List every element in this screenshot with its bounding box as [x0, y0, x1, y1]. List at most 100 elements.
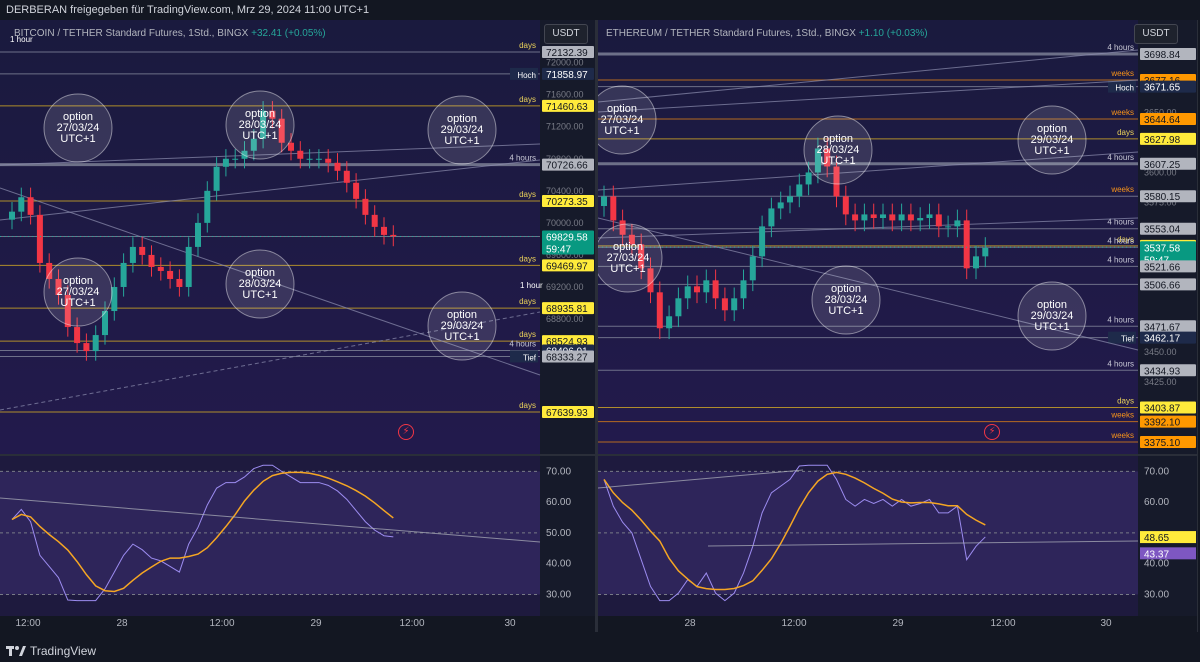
option-circle-text: option: [447, 309, 477, 321]
option-circle: [1017, 281, 1087, 351]
price-label-bg: [1140, 132, 1196, 145]
price-label: 3471.67: [1144, 322, 1181, 333]
option-circle-text: 27/03/24: [607, 252, 650, 264]
option-circle-text: option: [607, 103, 637, 115]
footer-bar: TradingView: [0, 640, 1200, 662]
price-label-bg: [542, 194, 594, 207]
price-label: 3462.17: [1144, 334, 1181, 345]
price-label: 3375.10: [1144, 438, 1181, 449]
btc-legend-change: +32.41 (+0.05%): [251, 28, 326, 39]
price-label: 68935.81: [546, 304, 588, 315]
candle-body: [824, 148, 831, 167]
option-circle: [598, 223, 663, 293]
candle-body: [381, 226, 387, 235]
price-label-bg: [1140, 260, 1196, 273]
time-tick: 28: [116, 618, 128, 629]
candle-body: [222, 158, 229, 167]
candle-body: [963, 220, 970, 269]
option-circle-text: 28/03/24: [825, 294, 868, 306]
candle-body: [288, 142, 294, 151]
price-label: 3627.98: [1144, 135, 1181, 146]
option-circle: [803, 115, 873, 185]
price-label-bg: [1140, 112, 1196, 125]
time-axis: [0, 616, 595, 632]
price-tick: 71200.00: [546, 122, 584, 132]
candle-body: [656, 292, 663, 329]
candle-body: [945, 226, 952, 228]
option-circle: [427, 291, 497, 361]
eth-alert-bolt-icon[interactable]: ⚡: [984, 424, 1000, 440]
candle-body: [46, 262, 53, 279]
level-tag: weeks: [1110, 411, 1134, 420]
eth-currency-button[interactable]: USDT: [1134, 24, 1178, 44]
candle-body: [111, 286, 118, 312]
option-circle-text: 28/03/24: [239, 119, 282, 131]
candle-body: [102, 311, 108, 336]
price-label-bg: [1140, 157, 1196, 170]
candle-body: [120, 262, 127, 287]
level-tag: 4 hours: [1107, 218, 1134, 227]
candle-body: [334, 162, 341, 171]
btc-currency-button[interactable]: USDT: [544, 24, 588, 44]
price-label: 3506.66: [1144, 280, 1181, 291]
candle-body: [129, 246, 136, 263]
tag-box: [1108, 80, 1136, 93]
trend-line: [598, 151, 1139, 191]
option-circle: [427, 95, 497, 165]
price-label-bg: [542, 230, 594, 255]
btc-alert-bolt-icon[interactable]: ⚡: [398, 424, 414, 440]
option-circle-text: UTC+1: [1034, 321, 1069, 333]
option-circle-text: UTC+1: [820, 155, 855, 167]
price-label: 68524.93: [546, 337, 588, 348]
option-circle-text: UTC+1: [604, 125, 639, 137]
level-tag: days: [519, 254, 536, 263]
price-tick: 72000.00: [546, 58, 584, 68]
option-circle-text: 28/03/24: [817, 144, 860, 156]
time-tick: 29: [892, 618, 904, 629]
eth-chart-panel[interactable]: 3650.00 3600.00 3575.00 3450.00 3425.00 3698.…: [598, 20, 1198, 632]
option-circle-text: 29/03/24: [441, 124, 484, 136]
eth-chart-canvas[interactable]: 3650.00 3600.00 3575.00 3450.00 3425.00 3698.…: [598, 20, 1198, 632]
candle-body: [250, 138, 257, 151]
rsi-tick: 60.00: [1144, 497, 1169, 508]
candle-body: [232, 158, 239, 160]
level-tag: Hoch: [1115, 84, 1134, 93]
price-label-bg: [1140, 48, 1196, 60]
price-tick: 3600.00: [1144, 167, 1177, 177]
option-circle: [1017, 105, 1087, 175]
option-circle-text: UTC+1: [242, 289, 277, 301]
option-circle: [811, 265, 881, 335]
option-circle-text: option: [63, 111, 93, 123]
level-tag: days: [519, 330, 536, 339]
tradingview-logo-icon: [6, 646, 26, 656]
option-circle-text: UTC+1: [60, 133, 95, 145]
level-tag: days: [1117, 128, 1134, 137]
candle-body: [83, 343, 90, 352]
price-label: 3403.87: [1144, 404, 1181, 415]
candle-body: [619, 220, 626, 235]
candle-body: [880, 214, 886, 219]
rsi-line: [11, 464, 394, 602]
level-tag: days: [519, 95, 536, 104]
btc-chart-canvas[interactable]: 72000.0071600.0071200.0070800.0070400.00…: [0, 20, 596, 632]
panel-separator[interactable]: [596, 20, 598, 632]
option-circle-text: option: [823, 133, 853, 145]
price-label-bg: [542, 406, 594, 418]
candle-body: [833, 166, 840, 197]
rsi-ma-line: [11, 471, 394, 593]
candle-body: [204, 190, 211, 223]
tag-box: [510, 67, 538, 80]
price-scale: [540, 20, 595, 620]
candle-body: [278, 118, 285, 143]
btc-chart-panel[interactable]: 72000.0071600.0071200.0070800.0070400.00…: [0, 20, 596, 632]
option-circle-text: UTC+1: [242, 130, 277, 142]
price-tick: 3575.00: [1144, 197, 1177, 207]
candle-body: [852, 214, 859, 221]
candle-body: [371, 214, 378, 227]
candle-body: [325, 158, 332, 163]
candle-body: [796, 184, 803, 197]
level-tag: 4 hours: [509, 340, 536, 349]
time-tick: 30: [504, 618, 516, 629]
level-tag: Tief: [1121, 335, 1135, 344]
option-circle-text: 29/03/24: [441, 320, 484, 332]
